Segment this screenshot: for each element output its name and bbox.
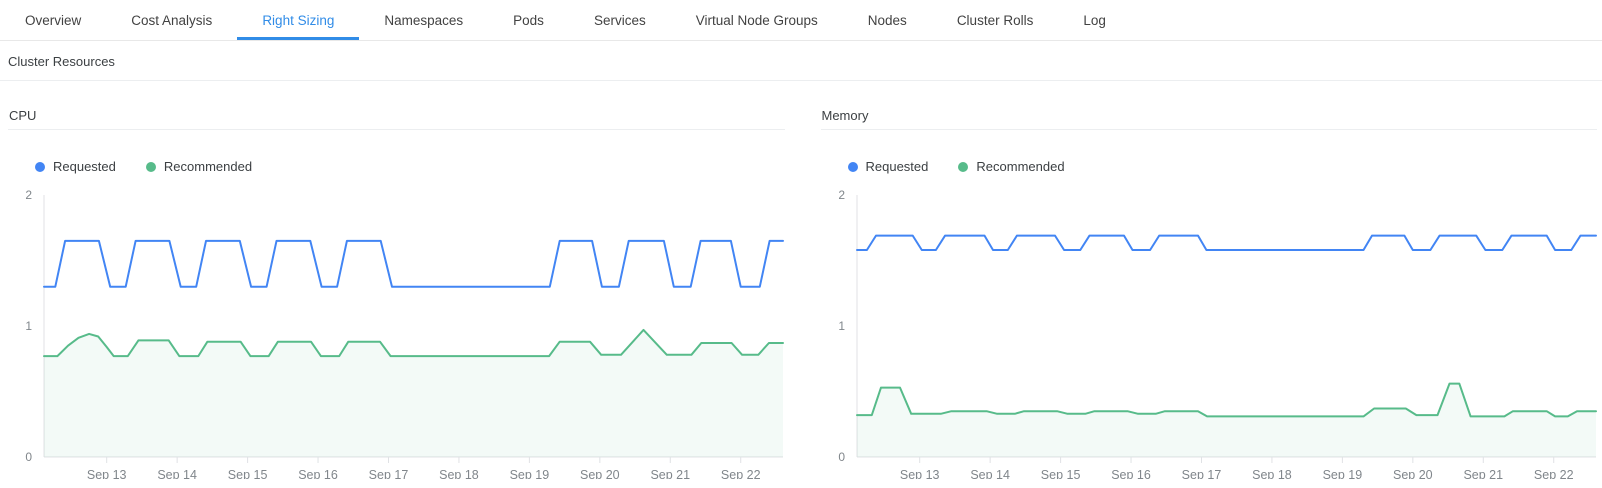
tab-overview[interactable]: Overview [25,12,82,28]
tab-pods[interactable]: Pods [513,12,544,28]
x-tick-label: Sep 17 [369,468,409,479]
recommended-dot-icon [145,161,156,172]
tab-services[interactable]: Services [593,12,646,28]
tab-bar: Overview Cost Analysis Right Sizing Namespa… [0,0,1602,41]
x-tick-label: Sep 20 [1393,468,1433,479]
x-tick-label: Sep 17 [1181,468,1221,479]
x-tick-label: Sep 21 [1463,468,1503,479]
x-tick-label: Sep 16 [1111,468,1151,479]
cpu-chart-title: CPU [8,81,785,130]
section-title: Cluster Resources [8,54,115,69]
cpu-chart: 0 1 2 Sep 13 Sep 14 Sep 15 Sep 16 Sep 17 Sep 18 S… [8,187,785,482]
x-tick-label: Sep 15 [1040,468,1080,479]
tab-log[interactable]: Log [1083,12,1106,28]
legend-item-requested[interactable]: Requested [35,159,116,174]
memory-legend: Requested Recommended [847,159,1598,174]
cpu-panel: CPU Requested Recommended 0 1 2 Sep 13 Sep 14… [8,81,785,482]
y-tick-label: 0 [25,450,32,464]
legend-item-requested[interactable]: Requested [847,159,929,174]
legend-label: Recommended [976,159,1065,174]
requested-line [43,239,784,288]
requested-dot-icon [847,161,858,172]
tab-cluster-rolls[interactable]: Cluster Rolls [956,12,1034,28]
x-tick-label: Sep 22 [721,468,761,479]
x-tick-label: Sep 13 [899,468,939,479]
memory-panel: Memory Requested Recommended 0 1 2 Sep 13 Sep… [820,81,1598,482]
x-tick-label: Sep 16 [298,468,338,479]
x-tick-label: Sep 19 [510,468,550,479]
section-header: Cluster Resources [0,41,1602,81]
recommended-area [44,329,783,457]
memory-chart-title: Memory [820,81,1597,130]
y-tick-label: 2 [25,188,32,202]
recommended-dot-icon [958,161,969,172]
x-tick-label: Sep 14 [157,468,197,479]
x-tick-label: Sep 18 [1252,468,1292,479]
x-tick-label: Sep 22 [1533,468,1573,479]
x-tick-label: Sep 14 [970,468,1010,479]
x-tick-label: Sep 15 [228,468,268,479]
x-tick-label: Sep 18 [439,468,479,479]
tab-right-sizing[interactable]: Right Sizing [237,0,359,40]
tab-virtual-node-groups[interactable]: Virtual Node Groups [695,12,818,28]
legend-label: Recommended [163,159,253,174]
x-tick-label: Sep 19 [1322,468,1362,479]
cpu-legend: Requested Recommended [35,159,785,174]
y-tick-label: 2 [838,188,845,202]
recommended-area [856,383,1596,457]
charts-row: CPU Requested Recommended 0 1 2 Sep 13 Sep 14… [0,81,1602,482]
requested-dot-icon [35,161,45,172]
x-tick-label: Sep 21 [650,468,690,479]
memory-chart-svg: 0 1 2 Sep 13 Sep 14 Sep 15 Sep 16 Sep 17 Sep 18 S… [838,188,1597,482]
requested-line [855,234,1597,251]
recommended-line [43,328,784,358]
legend-label: Requested [865,159,929,174]
tab-nodes[interactable]: Nodes [867,12,907,28]
memory-chart: 0 1 2 Sep 13 Sep 14 Sep 15 Sep 16 Sep 17 Sep 18 S… [821,187,1598,482]
tab-namespaces[interactable]: Namespaces [384,12,464,28]
y-tick-label: 0 [838,450,845,464]
legend-item-recommended[interactable]: Recommended [958,159,1065,174]
legend-item-recommended[interactable]: Recommended [145,159,253,174]
x-tick-label: Sep 13 [87,468,127,479]
legend-label: Requested [53,159,116,174]
x-tick-label: Sep 20 [580,468,620,479]
tab-cost-analysis[interactable]: Cost Analysis [131,12,213,28]
y-tick-label: 1 [838,319,845,333]
cpu-chart-svg: 0 1 2 Sep 13 Sep 14 Sep 15 Sep 16 Sep 17 Sep 18 S… [25,188,784,482]
recommended-line [855,382,1597,418]
y-tick-label: 1 [25,319,32,333]
